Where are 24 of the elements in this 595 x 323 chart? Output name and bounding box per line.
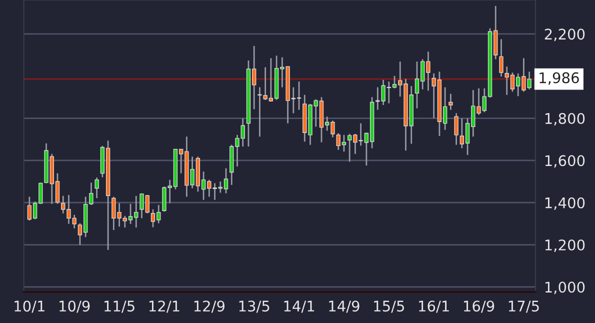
x-tick-label: 10/1 (14, 300, 44, 313)
y-tick-label: 1,200 (545, 239, 585, 252)
x-tick-label: 16/1 (419, 300, 449, 313)
y-tick-label: 1,800 (545, 112, 585, 126)
candlestick (89, 182, 94, 206)
candlestick (499, 38, 504, 78)
candlestick (94, 176, 99, 199)
ref-line-label: 1,986 (540, 72, 579, 85)
y-tick-label: 1,000 (545, 282, 585, 294)
x-tick-label: 17/5 (508, 300, 539, 313)
x-tick-label: 12/9 (194, 300, 225, 313)
y-tick-label: 1,400 (545, 197, 585, 210)
x-tick-label: 15/5 (374, 300, 404, 313)
x-tick-label: 13/5 (239, 300, 270, 313)
y-tick-label: 1,600 (545, 155, 585, 168)
candlestick (454, 112, 458, 146)
x-tick-label: 11/5 (104, 300, 134, 313)
x-tick-label: 14/9 (329, 300, 360, 313)
x-tick-label: 10/9 (60, 300, 90, 313)
x-tick-label: 14/1 (284, 300, 314, 313)
candlestick (448, 93, 453, 111)
y-tick-label: 2,200 (544, 28, 585, 42)
x-tick-label: 12/1 (149, 300, 180, 313)
x-tick-label: 16/9 (464, 300, 494, 313)
